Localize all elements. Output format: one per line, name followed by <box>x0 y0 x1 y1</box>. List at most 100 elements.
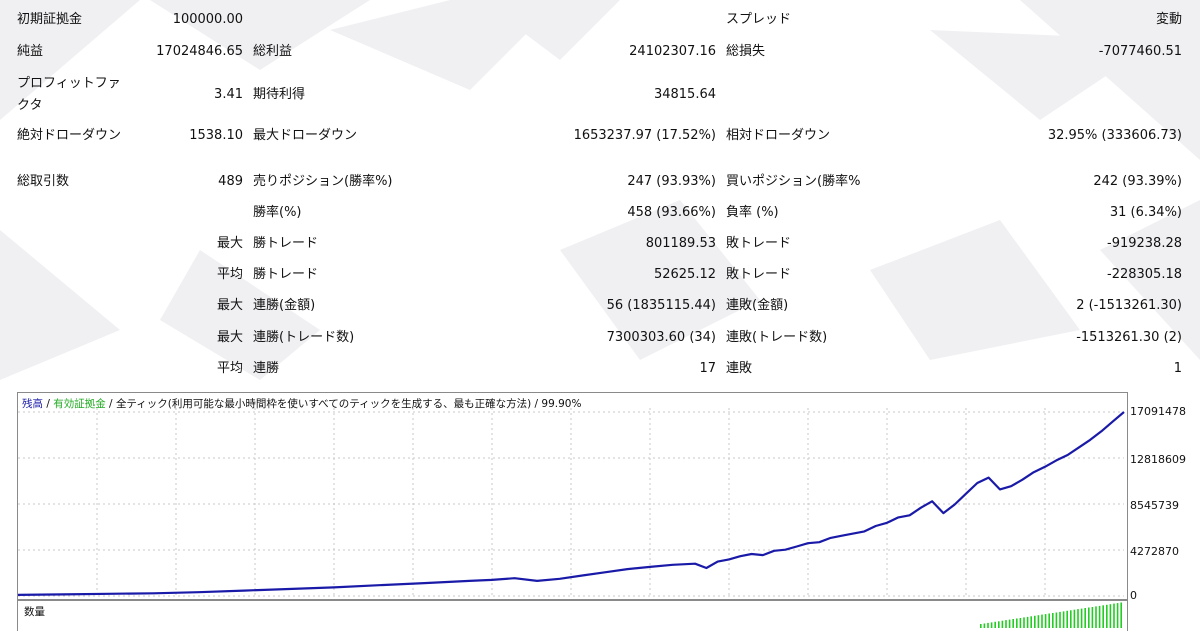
label-relative-drawdown: 相対ドローダウン <box>726 128 831 143</box>
volume-bar <box>1012 619 1014 628</box>
volume-bar <box>1077 609 1079 628</box>
volume-bar <box>1091 607 1094 628</box>
label-largest-win-trade: 勝トレード <box>253 236 319 251</box>
volume-bar <box>1088 607 1090 628</box>
legend-equity: 有効証拠金 <box>53 398 106 410</box>
volume-bar <box>994 621 996 628</box>
value-short-positions: 247 (93.93%) <box>627 174 716 189</box>
value-gross-profit: 24102307.16 <box>629 44 716 59</box>
volume-label: 数量 <box>24 606 45 618</box>
balance-line <box>17 411 1125 596</box>
label-average-win-trade: 勝トレード <box>253 267 319 282</box>
legend-separator: / <box>105 398 116 410</box>
label-spread: スプレッド <box>726 12 792 27</box>
label-gross-profit: 総利益 <box>253 44 293 59</box>
label-largest-2: 最大 <box>216 298 243 313</box>
value-largest-win-trade: 801189.53 <box>645 236 716 251</box>
label-win-rate: 勝率(%) <box>253 205 302 220</box>
volume-bar <box>1023 617 1025 628</box>
volume-bar <box>1066 610 1068 628</box>
legend-separator: / <box>43 398 54 410</box>
volume-bar <box>1026 616 1029 628</box>
volume-bar <box>1120 602 1122 628</box>
volume-bar <box>1016 618 1018 628</box>
value-largest-loss-trade: -919238.28 <box>1107 236 1182 251</box>
volume-bar <box>1001 620 1004 628</box>
label-average-1: 平均 <box>216 267 243 282</box>
value-average-win-trade: 52625.12 <box>653 267 716 282</box>
y-tick-label: 12818609 <box>1130 453 1186 466</box>
report-summary: 初期証拠金 100000.00 スプレッド 変動 純益 17024846.65 … <box>17 12 1182 376</box>
value-avg-consec-losses: 1 <box>1173 361 1182 376</box>
label-average-loss-trade: 敗トレード <box>726 267 792 282</box>
value-max-consec-losses-amount: 2 (-1513261.30) <box>1076 298 1182 313</box>
label-largest-1: 最大 <box>216 236 243 251</box>
volume-bar <box>990 622 993 628</box>
volume-bar <box>1048 613 1050 628</box>
label-initial-deposit: 初期証拠金 <box>17 12 83 27</box>
value-profit-factor: 3.41 <box>214 87 243 102</box>
label-max-consec-losses-amount: 連敗(金額) <box>726 298 789 313</box>
label-total-trades: 総取引数 <box>17 174 70 189</box>
chart-legend: 残高 / 有効証拠金 / 全ティック(利用可能な最小時間枠を使いすべてのティック… <box>22 396 581 411</box>
volume-bar <box>1095 606 1097 628</box>
volume-bar <box>1062 611 1065 628</box>
y-tick-label: 4272870 <box>1130 545 1179 558</box>
volume-bar <box>1109 604 1112 628</box>
value-total-trades: 489 <box>218 174 243 189</box>
label-long-positions: 買いポジション(勝率% <box>726 174 861 189</box>
volume-bar <box>1102 605 1104 628</box>
volume-bar <box>987 622 989 628</box>
volume-bar <box>1055 612 1058 628</box>
value-absolute-drawdown: 1538.10 <box>189 128 243 143</box>
value-initial-deposit: 100000.00 <box>172 12 243 27</box>
volume-bar <box>980 624 982 628</box>
label-largest-3: 最大 <box>216 330 243 345</box>
legend-model: 全ティック(利用可能な最小時間枠を使いすべてのティックを生成する、最も正確な方法… <box>115 398 532 410</box>
label-maximal-drawdown: 最大ドローダウン <box>253 128 358 143</box>
volume-bar <box>1080 608 1083 628</box>
label-max-consec-wins-trades: 連勝(トレード数) <box>253 330 355 345</box>
label-max-consec-wins-amount: 連勝(金額) <box>253 298 316 313</box>
legend-quality: / 99.90% <box>531 398 582 410</box>
value-maximal-drawdown: 1653237.97 (17.52%) <box>573 128 716 143</box>
volume-bar <box>1073 609 1076 628</box>
volume-bar <box>1030 616 1032 628</box>
label-profit-factor-line2: クタ <box>17 98 43 113</box>
value-max-consec-wins-trades: 7300303.60 (34) <box>606 330 716 345</box>
volume-bar <box>1052 613 1054 628</box>
label-absolute-drawdown: 絶対ドローダウン <box>17 128 122 143</box>
volume-bar <box>1005 620 1007 628</box>
volume-bar <box>998 621 1000 628</box>
volume-bar <box>1044 614 1047 628</box>
volume-bar <box>1106 604 1108 628</box>
value-loss-rate: 31 (6.34%) <box>1109 205 1182 220</box>
value-max-consec-wins-amount: 56 (1835115.44) <box>606 298 716 313</box>
label-average-2: 平均 <box>216 361 243 376</box>
value-expected-payoff: 34815.64 <box>653 87 716 102</box>
label-avg-consec-wins: 連勝 <box>253 361 280 376</box>
volume-bar <box>1116 603 1119 628</box>
volume-bar <box>1041 614 1043 628</box>
label-loss-rate: 負率 (%) <box>726 205 779 220</box>
y-tick-label: 17091478 <box>1130 405 1186 418</box>
y-tick-label: 0 <box>1130 589 1137 602</box>
label-expected-payoff: 期待利得 <box>253 87 306 102</box>
label-max-consec-losses-trades: 連敗(トレード数) <box>726 330 828 345</box>
volume-bar <box>1113 603 1115 628</box>
label-largest-loss-trade: 敗トレード <box>726 236 792 251</box>
balance-chart-frame <box>17 392 1128 600</box>
value-win-rate: 458 (93.66%) <box>627 205 716 220</box>
volume-bar <box>1019 618 1022 628</box>
value-gross-loss: -7077460.51 <box>1098 44 1182 59</box>
volume-bar <box>1008 619 1011 628</box>
value-long-positions: 242 (93.39%) <box>1093 174 1182 189</box>
value-net-profit: 17024846.65 <box>156 44 243 59</box>
value-spread: 変動 <box>1155 12 1182 27</box>
label-short-positions: 売りポジション(勝率%) <box>253 174 393 189</box>
volume-bar <box>1059 611 1061 628</box>
label-net-profit: 純益 <box>17 44 44 59</box>
volume-bar <box>1070 610 1072 628</box>
